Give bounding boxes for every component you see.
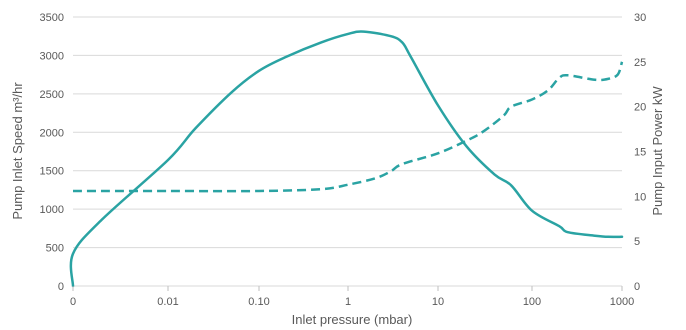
- left-tick-label: 3000: [40, 50, 64, 62]
- speed-series-line: [69, 30, 624, 288]
- right-axis-title: Pump Input Power kW: [650, 86, 665, 216]
- right-tick-label: 5: [634, 236, 640, 248]
- right-axis-ticks: 0 5 10 15 20 25 30: [634, 12, 646, 293]
- x-tick-label: 0: [70, 296, 76, 308]
- gridlines: [73, 16, 622, 287]
- x-tick-label: 0.10: [248, 296, 269, 308]
- left-tick-label: 2000: [40, 127, 64, 139]
- left-axis-ticks: 0 500 1000 1500 2000 2500 3000 3500: [40, 12, 64, 293]
- x-tick-label: 10: [432, 296, 444, 308]
- x-tick-label: 0.01: [157, 296, 178, 308]
- x-tick-label: 1: [345, 296, 351, 308]
- right-tick-label: 20: [634, 102, 646, 114]
- right-tick-label: 30: [634, 12, 646, 24]
- left-tick-label: 500: [46, 243, 64, 255]
- left-tick-label: 1000: [40, 204, 64, 216]
- x-axis-ticks: 0 0.01 0.10 1 10 100 1000: [70, 286, 634, 308]
- left-tick-label: 2500: [40, 89, 64, 101]
- right-tick-label: 25: [634, 57, 646, 69]
- left-tick-label: 1500: [40, 166, 64, 178]
- left-tick-label: 0: [58, 281, 64, 293]
- left-axis-title: Pump Inlet Speed m³/hr: [10, 82, 25, 220]
- right-tick-label: 10: [634, 191, 646, 203]
- left-tick-label: 3500: [40, 12, 64, 24]
- x-axis-title: Inlet pressure (mbar): [292, 312, 413, 327]
- series-group: [69, 30, 624, 288]
- right-tick-label: 0: [634, 281, 640, 293]
- x-tick-label: 1000: [610, 296, 634, 308]
- right-tick-label: 15: [634, 147, 646, 159]
- x-tick-label: 100: [523, 296, 541, 308]
